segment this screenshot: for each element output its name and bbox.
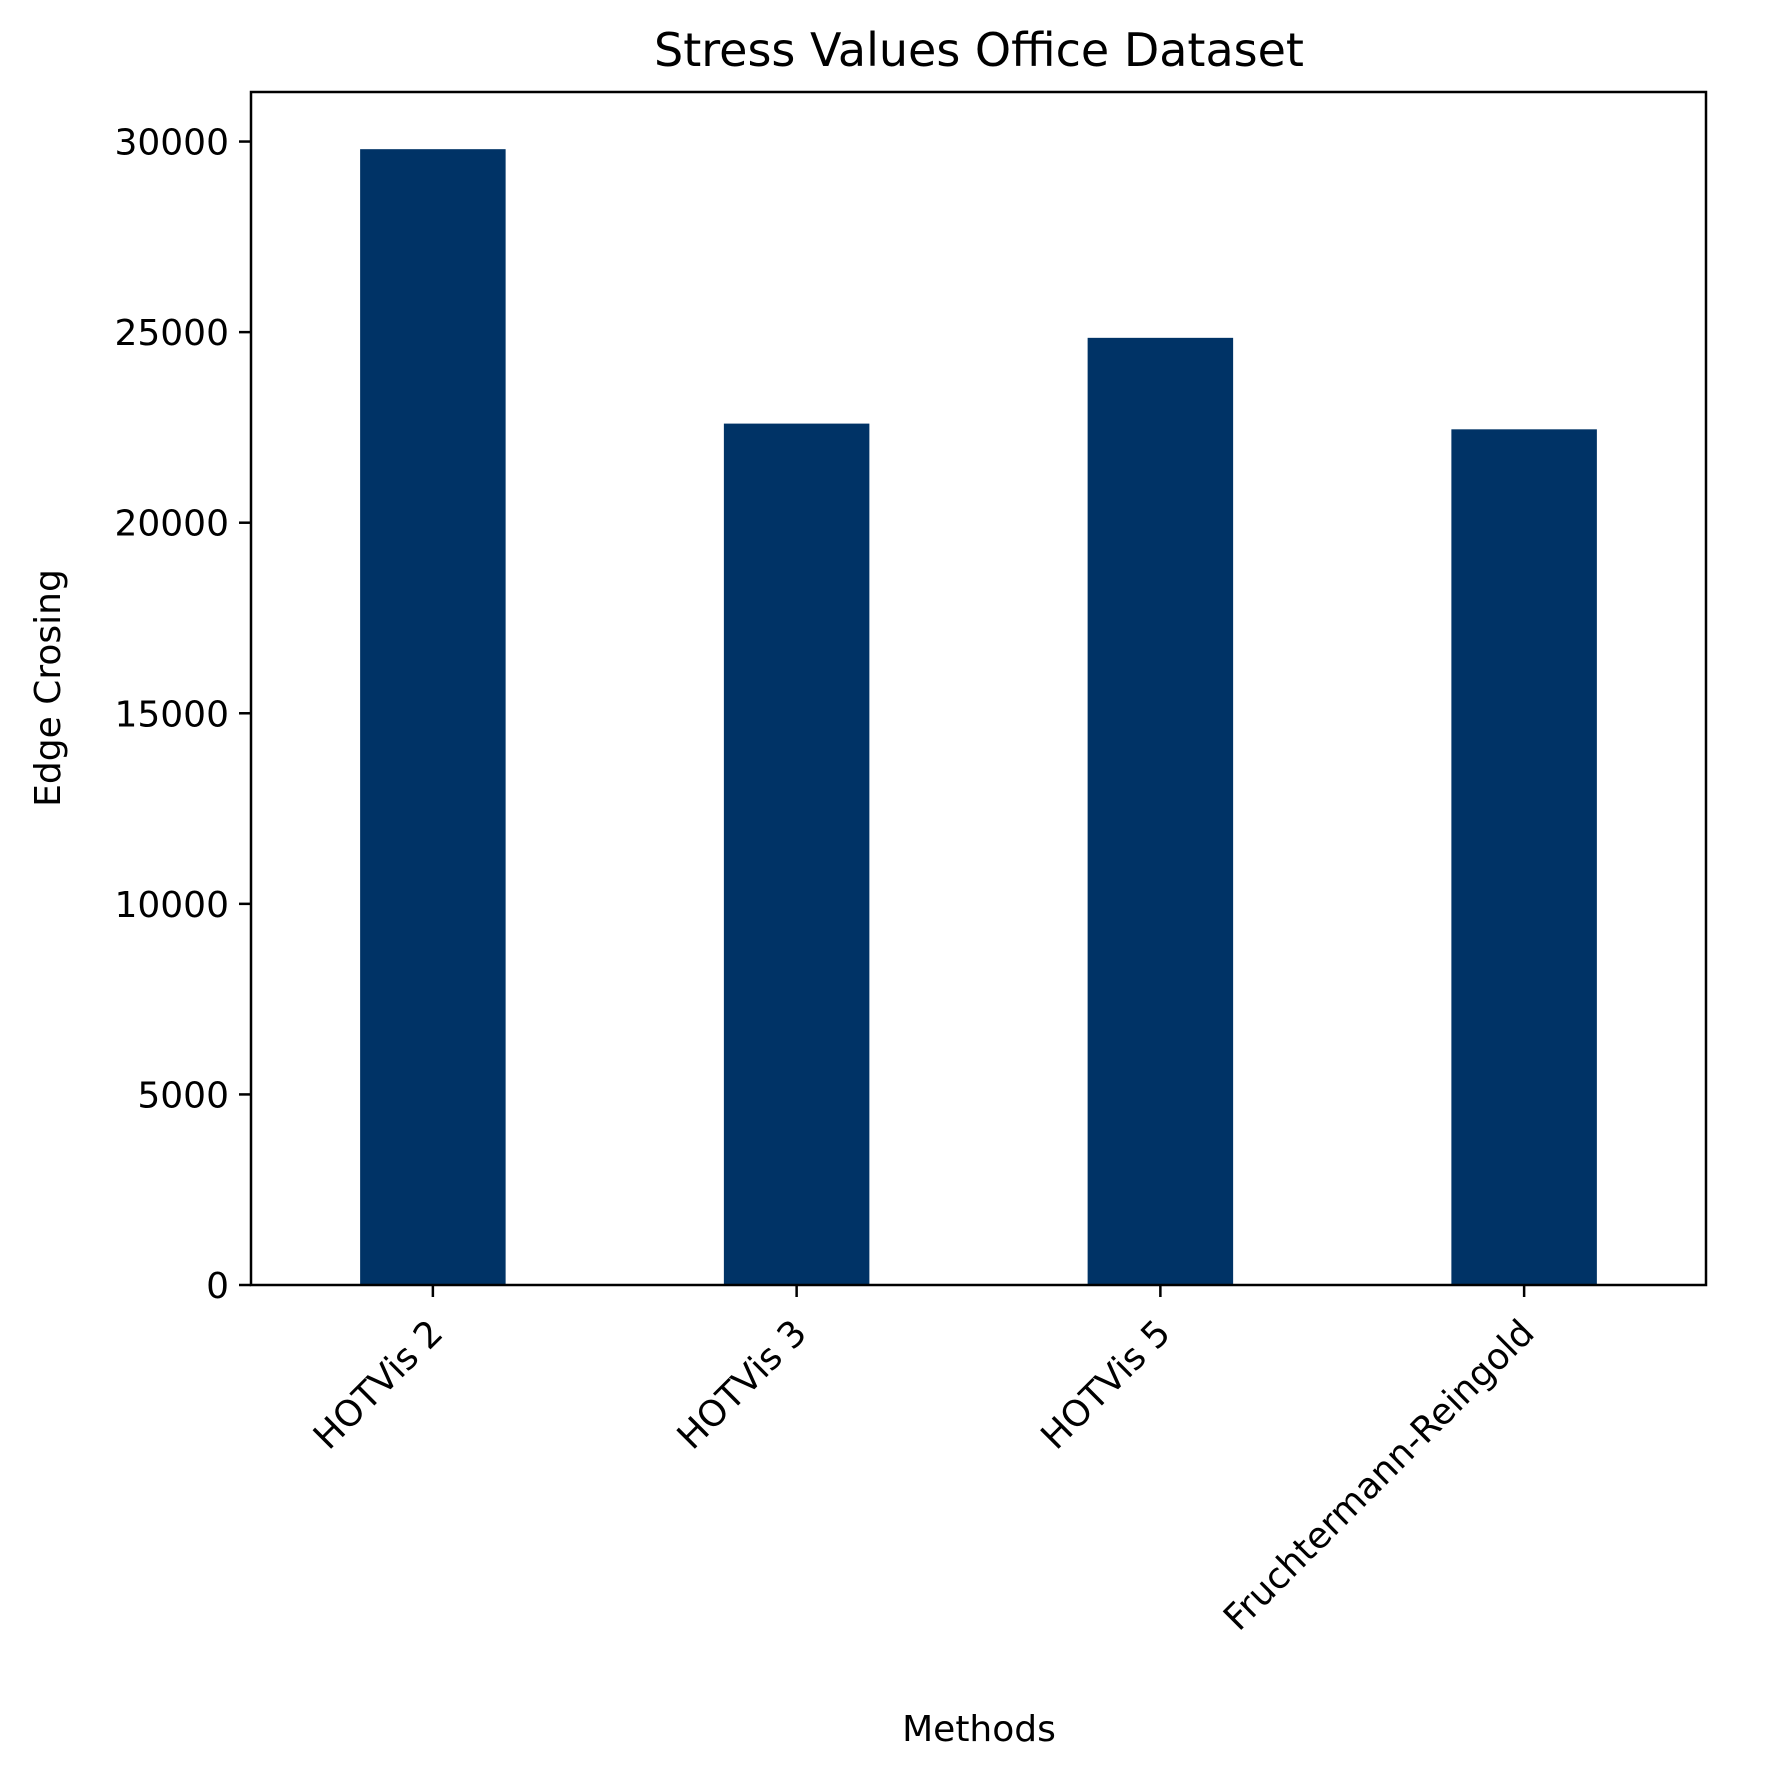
bar-hotvis-5 [1087,337,1234,1285]
plot-frame [249,90,1708,1287]
bar-fruchtermann-reingold [1451,429,1597,1286]
bar-hotvis-3 [723,423,870,1285]
y-tick-label: 15000 [114,694,229,735]
y-axis: 0 5000 10000 15000 20000 25000 30000 [114,123,251,1307]
y-tick-label: 5000 [137,1075,229,1116]
x-tick-label: Fruchtermann-Reingold [1216,1312,1542,1638]
x-axis-label: Methods [902,1709,1056,1750]
x-tick-label: HOTVis 2 [306,1312,451,1457]
y-tick-label: 0 [206,1266,229,1307]
y-tick-label: 25000 [114,313,229,354]
y-tick-label: 10000 [114,885,229,926]
x-tick-label: HOTVis 5 [1034,1312,1179,1457]
y-axis-label: Edge Crosing [28,569,69,807]
x-axis: HOTVis 2 HOTVis 3 HOTVis 5 Fruchtermann-Rei… [306,1285,1542,1639]
y-tick-label: 20000 [114,504,229,545]
bars-layer [360,149,1597,1286]
y-tick-label: 30000 [114,123,229,164]
chart-title: Stress Values Office Dataset [654,23,1304,77]
bar-hotvis-2 [360,149,506,1286]
x-tick-label: HOTVis 3 [670,1312,815,1457]
